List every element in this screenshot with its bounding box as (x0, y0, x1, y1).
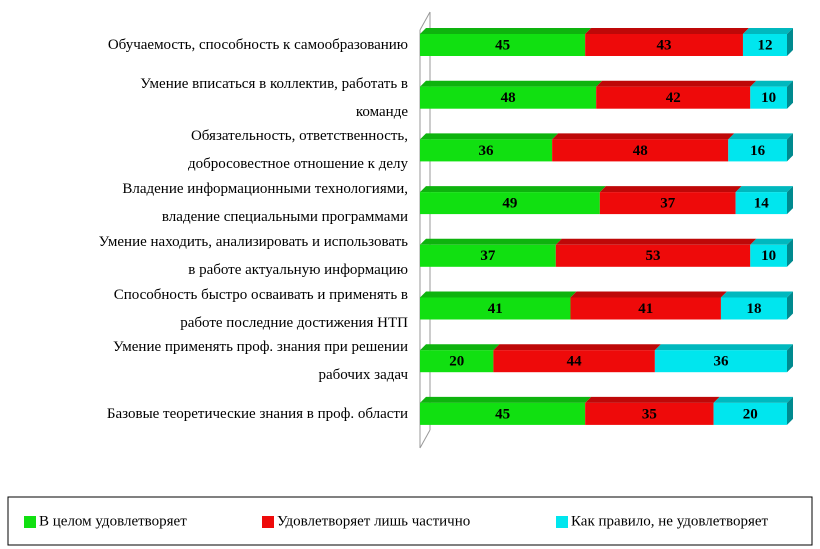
bar-top (728, 133, 793, 140)
bar (735, 192, 787, 215)
bar (596, 86, 751, 109)
bar (420, 139, 553, 162)
value-label: 45 (495, 37, 510, 53)
legend-swatch (262, 516, 274, 528)
value-label: 48 (501, 90, 516, 106)
bar-top (585, 396, 720, 403)
bar (585, 402, 714, 425)
bar (420, 297, 571, 320)
bar-side (787, 80, 793, 109)
value-label: 35 (642, 406, 657, 422)
legend-label: Как правило, не удовлетворяет (571, 513, 769, 529)
bar-top (420, 80, 603, 87)
value-label: 48 (633, 143, 648, 159)
bar-top (420, 344, 500, 351)
bar-side (787, 186, 793, 215)
bar (420, 350, 494, 373)
bar-top (555, 238, 757, 245)
bar-top (420, 133, 559, 140)
bar (599, 192, 736, 215)
value-label: 18 (746, 301, 761, 317)
value-label: 14 (754, 196, 770, 212)
bar-side (787, 28, 793, 56)
category-label: Умение находить, анализировать и использ… (98, 233, 408, 278)
bar (552, 139, 729, 162)
axis-depth (419, 429, 431, 449)
bar (742, 34, 787, 56)
bar (720, 297, 787, 320)
bar-top (420, 291, 577, 298)
bar (420, 192, 600, 215)
legend-label: Удовлетворяет лишь частично (277, 513, 470, 529)
bar-top (720, 291, 793, 298)
bar (750, 86, 787, 109)
value-label: 49 (502, 196, 517, 212)
value-label: 37 (480, 248, 496, 264)
bar-top (742, 28, 793, 34)
value-label: 53 (646, 248, 661, 264)
bar-side (787, 396, 793, 425)
value-label: 42 (666, 90, 681, 106)
value-label: 20 (449, 354, 464, 370)
bar (420, 244, 556, 267)
value-label: 20 (743, 406, 758, 422)
value-label: 44 (567, 354, 583, 370)
bar-top (750, 80, 793, 87)
bar (420, 86, 597, 109)
bar (750, 244, 787, 267)
value-label: 45 (495, 406, 510, 422)
bar-top (596, 80, 757, 87)
value-label: 16 (750, 143, 766, 159)
bar-top (570, 291, 727, 298)
value-label: 36 (713, 354, 729, 370)
legend-box (7, 496, 813, 546)
value-label: 43 (657, 37, 672, 53)
bar-side (787, 133, 793, 162)
value-label: 37 (660, 196, 676, 212)
bar (585, 34, 743, 56)
bar-side (787, 291, 793, 320)
bar-top (713, 396, 793, 403)
bar-top (420, 238, 562, 245)
bar (420, 34, 586, 56)
value-label: 41 (488, 301, 503, 317)
bar (555, 244, 751, 267)
value-label: 10 (761, 90, 776, 106)
bar (728, 139, 787, 162)
bar-top (493, 344, 661, 351)
bar-side (787, 344, 793, 373)
category-label: Умение применять проф. знания при решени… (112, 339, 408, 384)
category-label: Владение информационными технологиями, в… (122, 181, 408, 226)
category-label: Обучаемость, способность к самообразован… (107, 37, 408, 53)
bar-top (735, 186, 793, 193)
value-label: 41 (638, 301, 653, 317)
bar-top (599, 186, 742, 193)
category-label: Базовые теоретические знания в проф. обл… (106, 405, 408, 422)
category-label: Способность быстро осваивать и применять… (113, 286, 408, 331)
value-label: 12 (757, 37, 772, 53)
bar-top (654, 344, 793, 351)
bar-top (585, 28, 749, 34)
legend-swatch (24, 516, 36, 528)
bar (493, 350, 655, 373)
axis-depth (419, 11, 431, 31)
legend-swatch (556, 516, 568, 528)
bar (713, 402, 787, 425)
legend-label: В целом удовлетворяет (39, 513, 187, 529)
bar (570, 297, 721, 320)
bar-top (420, 28, 592, 34)
bar (654, 350, 787, 373)
bar-top (420, 396, 592, 403)
bar-top (750, 238, 793, 245)
bar-top (552, 133, 735, 140)
category-label: Умение вписаться в коллектив, работать в… (140, 75, 408, 120)
value-label: 36 (479, 143, 495, 159)
bar-top (420, 186, 606, 193)
category-label: Обязательность, ответственность, добросо… (187, 128, 408, 173)
value-label: 10 (761, 248, 776, 264)
bar (420, 402, 586, 425)
bar-side (787, 238, 793, 267)
